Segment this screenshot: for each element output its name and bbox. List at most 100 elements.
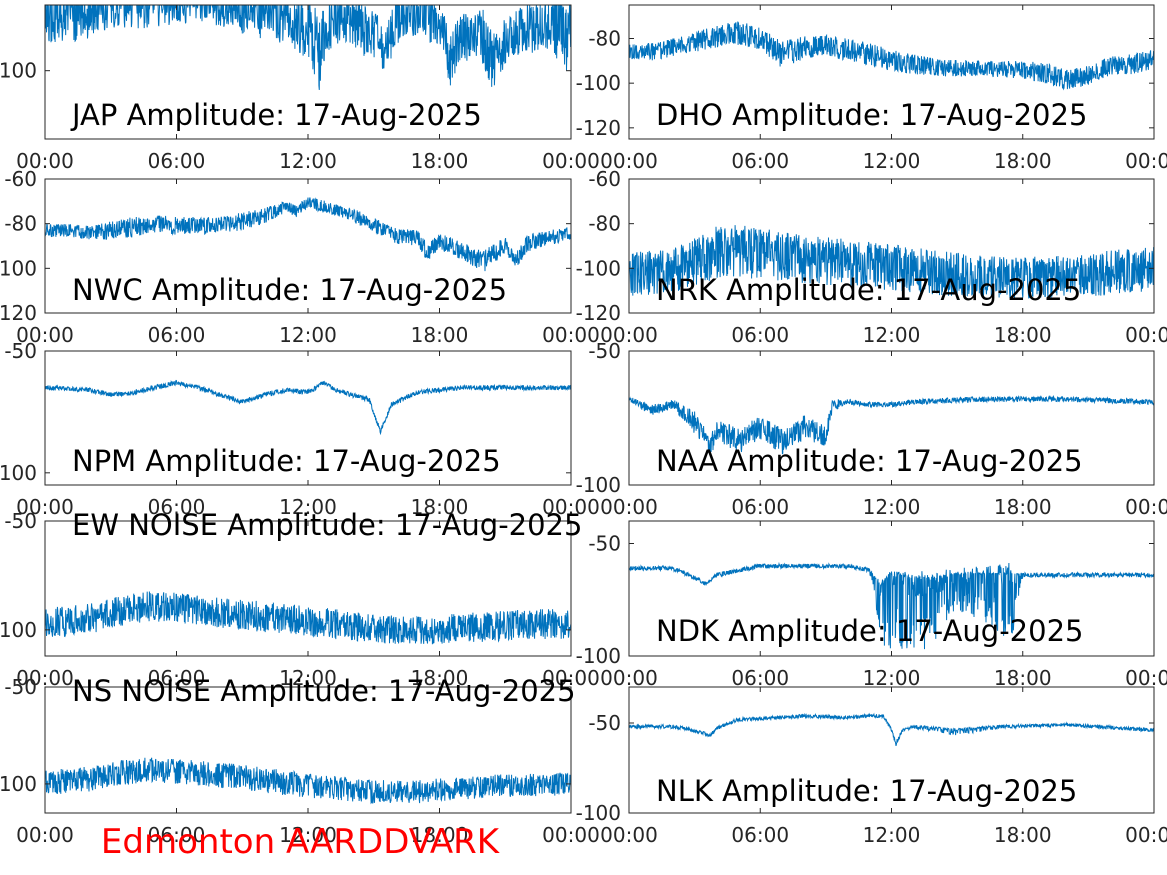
x-tick-label: 18:00	[411, 149, 469, 173]
panel-title: NRK Amplitude: 17-Aug-2025	[656, 273, 1081, 307]
y-tick-label: -50	[588, 532, 621, 556]
x-tick-label: 00:00	[542, 149, 600, 173]
x-tick-label: 00:00	[1125, 823, 1167, 847]
x-tick-label: 00:00	[16, 823, 74, 847]
x-tick-label: 00:00	[1125, 323, 1167, 347]
panel-4: 00:00 06:00 12:00 18:00 00:00 -60 -80 -100 -120 N…	[576, 167, 1167, 347]
y-tick-label: -50	[4, 339, 37, 363]
x-tick-label: 18:00	[994, 666, 1052, 690]
x-tick-label: 06:00	[148, 823, 206, 847]
x-tick-label: 18:00	[994, 823, 1052, 847]
x-tick-label: 06:00	[148, 495, 206, 519]
series-trace	[629, 21, 1154, 91]
panel-9: 00:00 06:00 12:00 18:00 00:00 -50 100 NS NOISE …	[0, 674, 600, 847]
panel-title: NDK Amplitude: 17-Aug-2025	[656, 614, 1083, 648]
x-tick-label: 00:00	[600, 149, 658, 173]
y-tick-label: -80	[588, 212, 621, 236]
y-tick-label: -60	[588, 167, 621, 191]
y-tick-label: -100	[576, 256, 621, 280]
x-tick-label: 06:00	[731, 323, 789, 347]
series-trace	[45, 5, 571, 90]
x-tick-label: 00:00	[542, 823, 600, 847]
y-tick-label: -80	[4, 212, 37, 236]
x-tick-label: 12:00	[863, 323, 921, 347]
y-tick-label: -100	[576, 473, 621, 497]
y-tick-label: -60	[4, 167, 37, 191]
x-tick-label: 00:00	[600, 495, 658, 519]
y-tick-label: -50	[588, 339, 621, 363]
x-tick-label: 12:00	[863, 666, 921, 690]
x-tick-label: 00:00	[542, 666, 600, 690]
x-tick-label: 18:00	[411, 323, 469, 347]
x-tick-label: 06:00	[731, 666, 789, 690]
panel-title: JAP Amplitude: 17-Aug-2025	[70, 98, 482, 132]
x-tick-label: 12:00	[279, 495, 337, 519]
footer-station-label: Edmonton AARDDVARK	[101, 822, 501, 862]
y-tick-label: -120	[576, 301, 621, 325]
x-tick-label: 18:00	[411, 823, 469, 847]
x-tick-label: 00:00	[1125, 149, 1167, 173]
panel-title: EW NOISE Amplitude: 17-Aug-2025	[72, 508, 582, 542]
x-tick-label: 00:00	[16, 666, 74, 690]
x-tick-label: 12:00	[279, 823, 337, 847]
series-trace	[629, 561, 1154, 650]
x-tick-label: 12:00	[279, 323, 337, 347]
x-tick-label: 12:00	[863, 823, 921, 847]
y-tick-label: 100	[0, 59, 37, 83]
panel-10: 00:00 06:00 12:00 18:00 00:00 -50 -100 NLK Ampl…	[576, 686, 1167, 847]
x-tick-label: 06:00	[148, 149, 206, 173]
panel-title: DHO Amplitude: 17-Aug-2025	[656, 98, 1087, 132]
y-tick-label: 100	[0, 256, 37, 280]
panel-3: 00:00 06:00 12:00 18:00 00:00 -60 -80 100 120 NWC…	[0, 167, 600, 347]
x-tick-label: 12:00	[863, 149, 921, 173]
panel-title: NS NOISE Amplitude: 17-Aug-2025	[72, 674, 576, 708]
x-tick-label: 00:00	[600, 323, 658, 347]
series-trace	[45, 197, 571, 272]
y-tick-label: -50	[4, 675, 37, 699]
x-tick-label: 18:00	[411, 495, 469, 519]
y-tick-label: 100	[0, 618, 37, 642]
x-tick-label: 12:00	[279, 666, 337, 690]
x-tick-label: 06:00	[731, 823, 789, 847]
x-tick-label: 00:00	[542, 323, 600, 347]
y-tick-label: -50	[4, 509, 37, 533]
x-tick-label: 18:00	[994, 495, 1052, 519]
x-tick-label: 18:00	[994, 149, 1052, 173]
panel-8: 00:00 06:00 12:00 18:00 00:00 -50 -100 NDK Ampl…	[576, 520, 1167, 690]
x-tick-label: 00:00	[16, 149, 74, 173]
series-trace	[629, 712, 1154, 747]
x-tick-label: 06:00	[148, 666, 206, 690]
series-trace	[45, 591, 571, 645]
panel-title: NWC Amplitude: 17-Aug-2025	[72, 273, 507, 307]
panel-7: 00:00 06:00 12:00 18:00 00:00 -50 100 EW NOISE …	[0, 508, 600, 690]
x-tick-label: 06:00	[731, 149, 789, 173]
panel-title: NAA Amplitude: 17-Aug-2025	[656, 444, 1083, 478]
x-tick-label: 12:00	[279, 149, 337, 173]
x-tick-label: 00:00	[542, 495, 600, 519]
panel-title: NLK Amplitude: 17-Aug-2025	[656, 774, 1077, 808]
y-tick-label: -80	[588, 27, 621, 51]
panel-2: 00:00 06:00 12:00 18:00 00:00 -80 -100 -120 DHO …	[576, 4, 1167, 173]
series-trace	[45, 757, 571, 805]
series-trace	[45, 379, 571, 436]
y-tick-label: 100	[0, 461, 37, 485]
series-trace	[629, 225, 1154, 299]
x-tick-label: 00:00	[600, 823, 658, 847]
y-tick-label: 100	[0, 772, 37, 796]
x-tick-label: 18:00	[994, 323, 1052, 347]
panel-title: NPM Amplitude: 17-Aug-2025	[72, 444, 501, 478]
panel-5: 00:00 06:00 12:00 18:00 00:00 -50 100 NPM Ampli…	[0, 339, 600, 519]
panel-6: 00:00 06:00 12:00 18:00 00:00 -50 -100 NAA Ampl…	[576, 339, 1167, 519]
y-tick-label: -100	[576, 801, 621, 825]
x-tick-label: 12:00	[863, 495, 921, 519]
y-tick-label: -100	[576, 71, 621, 95]
x-tick-label: 00:00	[600, 666, 658, 690]
y-tick-label: -120	[576, 116, 621, 140]
x-tick-label: 00:00	[1125, 666, 1167, 690]
y-tick-label: -100	[576, 644, 621, 668]
panel-grid: 00:00 06:00 12:00 18:00 00:00 -80 100 JAP Ampli…	[0, 4, 1167, 847]
series-trace	[629, 394, 1154, 456]
x-tick-label: 06:00	[731, 495, 789, 519]
x-tick-label: 06:00	[148, 323, 206, 347]
